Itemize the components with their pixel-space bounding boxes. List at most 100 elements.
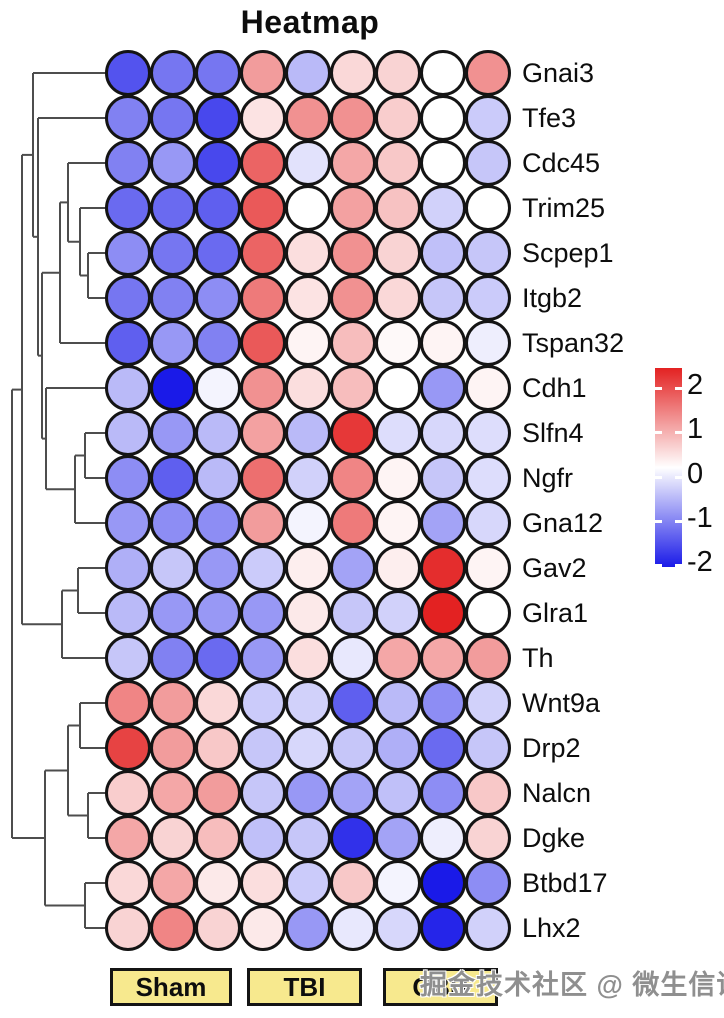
heatmap-cell	[105, 140, 151, 186]
row-label: Cdc45	[522, 148, 601, 178]
heatmap-cell	[420, 680, 466, 726]
heatmap-cell	[195, 230, 241, 276]
heatmap-cell	[465, 860, 511, 906]
heatmap-cell	[330, 455, 376, 501]
heatmap-cell	[240, 275, 286, 321]
heatmap-cell	[375, 860, 421, 906]
chart-title: Heatmap	[240, 4, 380, 40]
heatmap-cell	[105, 860, 151, 906]
row-label: Tfe3	[522, 103, 577, 133]
legend-tick-mark	[655, 475, 662, 479]
heatmap-cell	[150, 860, 196, 906]
heatmap-cell	[465, 275, 511, 321]
heatmap-cell	[150, 455, 196, 501]
heatmap-cell	[150, 680, 196, 726]
heatmap-cell	[285, 320, 331, 366]
heatmap-cell	[105, 590, 151, 636]
heatmap-cell	[195, 320, 241, 366]
heatmap-cell	[330, 725, 376, 771]
heatmap-cell	[420, 455, 466, 501]
heatmap-cell	[150, 905, 196, 951]
row-label: Btbd17	[522, 868, 608, 898]
heatmap-cell	[150, 275, 196, 321]
heatmap-cell	[195, 365, 241, 411]
heatmap-cell	[285, 860, 331, 906]
heatmap-cell	[240, 455, 286, 501]
row-label: Gnai3	[522, 58, 595, 88]
row-label: Th	[522, 643, 554, 673]
row-label: Gav2	[522, 553, 587, 583]
group-label-cbd-text: CBD	[412, 971, 469, 1002]
heatmap-cell	[195, 95, 241, 141]
row-label: Scpep1	[522, 238, 614, 268]
heatmap-cell	[240, 500, 286, 546]
heatmap-cell	[420, 275, 466, 321]
heatmap-cell	[240, 185, 286, 231]
heatmap-cell	[240, 635, 286, 681]
heatmap-cell	[150, 50, 196, 96]
heatmap-cell	[240, 230, 286, 276]
heatmap-cell	[420, 545, 466, 591]
heatmap-cell	[150, 95, 196, 141]
heatmap-cell	[240, 365, 286, 411]
heatmap-cell	[330, 410, 376, 456]
heatmap-cell	[195, 725, 241, 771]
heatmap-cell	[375, 500, 421, 546]
heatmap-cell	[375, 815, 421, 861]
group-label-tbi: TBI	[247, 968, 362, 1006]
legend-tick-mark	[675, 387, 682, 390]
heatmap-cell	[240, 905, 286, 951]
group-label-tbi-text: TBI	[283, 971, 326, 1002]
heatmap-cell	[420, 230, 466, 276]
heatmap-cell	[465, 50, 511, 96]
heatmap-cell	[150, 140, 196, 186]
heatmap-cell	[105, 365, 151, 411]
heatmap-cell	[285, 455, 331, 501]
heatmap-cell	[285, 95, 331, 141]
heatmap-cell	[105, 185, 151, 231]
heatmap-cell	[465, 230, 511, 276]
heatmap-cell	[195, 545, 241, 591]
legend-tick-mark	[675, 431, 682, 435]
heatmap-cell	[195, 635, 241, 681]
heatmap-cell	[240, 680, 286, 726]
heatmap-cell	[420, 320, 466, 366]
heatmap-cell	[285, 275, 331, 321]
legend-tick-label: 2	[687, 369, 704, 401]
heatmap-cell	[465, 500, 511, 546]
heatmap-cell	[285, 545, 331, 591]
heatmap-cell	[465, 455, 511, 501]
heatmap-cell	[195, 770, 241, 816]
row-label: Lhx2	[522, 913, 581, 943]
heatmap-cell	[285, 185, 331, 231]
heatmap-cell	[105, 635, 151, 681]
heatmap-cell	[420, 905, 466, 951]
heatmap-cell	[285, 680, 331, 726]
heatmap-cell	[375, 185, 421, 231]
legend-tick-mark	[655, 431, 662, 435]
heatmap-cell	[240, 545, 286, 591]
heatmap-cell	[105, 725, 151, 771]
row-label: Nalcn	[522, 778, 592, 808]
legend-tick-label: -2	[687, 546, 713, 578]
heatmap-cell	[465, 545, 511, 591]
heatmap-cell	[330, 500, 376, 546]
row-label: Wnt9a	[522, 688, 601, 718]
heatmap-cell	[330, 635, 376, 681]
heatmap-cell	[285, 500, 331, 546]
heatmap-cell	[375, 725, 421, 771]
heatmap-cell	[105, 545, 151, 591]
heatmap-cell	[240, 725, 286, 771]
heatmap-cell	[285, 905, 331, 951]
row-label: Drp2	[522, 733, 581, 763]
heatmap-cell	[240, 320, 286, 366]
heatmap-cell	[330, 95, 376, 141]
heatmap-cell	[240, 770, 286, 816]
heatmap-cell	[195, 590, 241, 636]
heatmap-cell	[150, 590, 196, 636]
heatmap-cell	[285, 725, 331, 771]
heatmap-cell	[375, 590, 421, 636]
heatmap-cell	[375, 635, 421, 681]
